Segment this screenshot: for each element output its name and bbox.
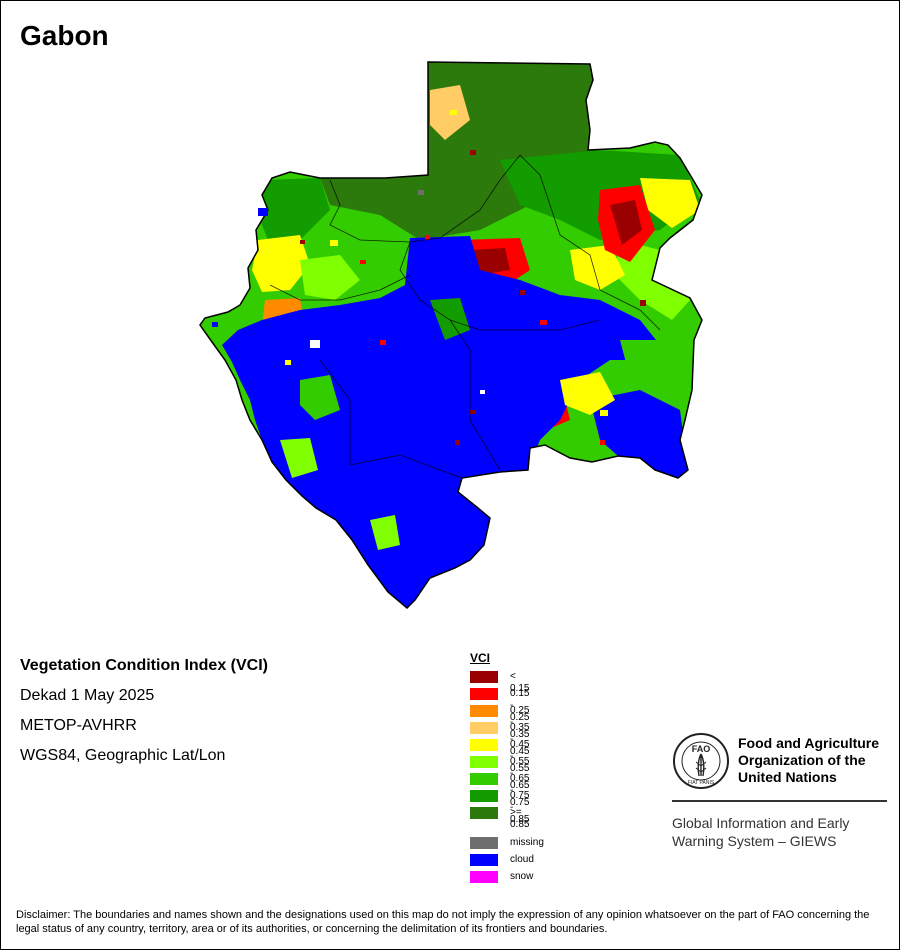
fao-letters: FAO [692, 744, 711, 754]
legend-label: >= 0.85 [510, 807, 530, 830]
legend-swatch [470, 688, 498, 700]
index-title: Vegetation Condition Index (VCI) [20, 657, 268, 674]
legend-extra-items: missing cloud snow [470, 835, 544, 886]
giews-line: Global Information and Early [672, 815, 850, 831]
legend-title: VCI [470, 651, 491, 665]
legend-swatch [470, 790, 498, 802]
legend-label: 0.75 - 0.85 [510, 790, 530, 825]
legend-swatch [470, 773, 498, 785]
sensor-name: METOP-AVHRR [20, 717, 137, 734]
org-name: Food and Agriculture Organization of the… [738, 735, 879, 786]
offshore-islands [212, 208, 268, 327]
legend-item: 0.35 - 0.45 [470, 720, 529, 757]
country-outline [199, 61, 703, 610]
legend-label: 0.15 - 0.25 [510, 688, 530, 723]
fao-logo: FAO FIAT PANIS [673, 733, 729, 789]
legend-label: cloud [510, 854, 534, 865]
vci-legend: VCI < 0.15 0.15 - 0.25 0.25 - 0.35 0.35 … [470, 651, 544, 886]
legend-value-items: < 0.15 0.15 - 0.25 0.25 - 0.35 0.35 - 0.… [470, 669, 529, 830]
org-name-line: United Nations [738, 769, 837, 785]
legend-item: 0.75 - 0.85 [470, 788, 529, 825]
vci-raster [200, 62, 702, 608]
legend-item: 0.65 - 0.75 [470, 771, 529, 808]
legend-label: missing [510, 837, 544, 848]
disclaimer: Disclaimer: The boundaries and names sho… [16, 909, 870, 935]
legend-swatch [470, 871, 498, 883]
legend-item-missing: missing [470, 835, 544, 852]
legend-gap [470, 822, 490, 835]
org-name-line: Organization of the [738, 752, 866, 768]
legend-label: 0.65 - 0.75 [510, 773, 530, 808]
giews-name: Global Information and Early Warning Sys… [672, 814, 849, 850]
legend-item: 0.25 - 0.35 [470, 703, 529, 740]
country-title: Gabon [20, 20, 109, 51]
legend-swatch [470, 722, 498, 734]
legend-swatch [470, 756, 498, 768]
dekad-date: Dekad 1 May 2025 [20, 687, 155, 704]
giews-line: Warning System – GIEWS [672, 833, 837, 849]
legend-swatch [470, 705, 498, 717]
fao-motto: FIAT PANIS [688, 780, 715, 786]
legend-label: < 0.15 [510, 671, 530, 694]
vci-map [199, 61, 703, 610]
legend-label: 0.25 - 0.35 [510, 705, 530, 740]
legend-item-snow: snow [470, 869, 533, 886]
legend-item: 0.55 - 0.65 [470, 754, 529, 791]
legend-item: 0.45 - 0.55 [470, 737, 529, 774]
legend-item: >= 0.85 [470, 805, 529, 830]
legend-item: < 0.15 [470, 669, 529, 694]
legend-label: 0.55 - 0.65 [510, 756, 530, 791]
legend-swatch [470, 854, 498, 866]
legend-item: 0.15 - 0.25 [470, 686, 529, 723]
map-info: Vegetation Condition Index (VCI) Dekad 1… [20, 656, 268, 776]
legend-label: 0.45 - 0.55 [510, 739, 530, 774]
legend-label: 0.35 - 0.45 [510, 722, 530, 757]
legend-swatch [470, 807, 498, 819]
logo-divider [672, 800, 887, 802]
legend-swatch [470, 671, 498, 683]
legend-swatch [470, 739, 498, 751]
province-boundaries [269, 154, 661, 479]
projection-name: WGS84, Geographic Lat/Lon [20, 747, 226, 764]
org-name-line: Food and Agriculture [738, 735, 880, 751]
legend-swatch [470, 837, 498, 849]
legend-label: snow [510, 871, 534, 882]
legend-item-cloud: cloud [470, 852, 534, 869]
